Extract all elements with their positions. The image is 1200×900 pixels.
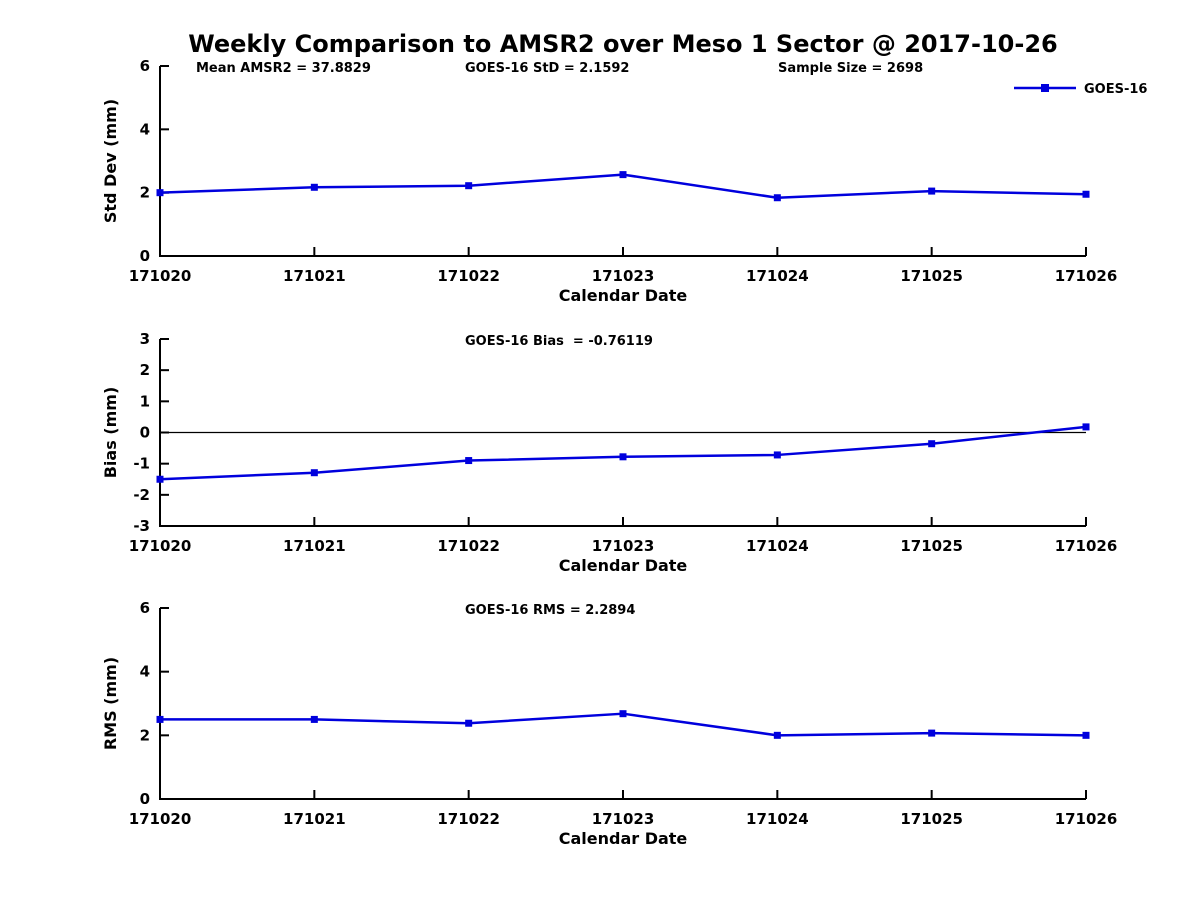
x-tick-label: 171023: [592, 537, 655, 555]
y-axis-title: Std Dev (mm): [101, 99, 120, 223]
x-axis-title: Calendar Date: [559, 556, 688, 575]
bias-annotation: GOES-16 Bias = -0.76119: [465, 334, 653, 349]
data-point-marker: [156, 189, 164, 197]
y-tick-label: 3: [140, 330, 150, 348]
y-tick-label: 0: [140, 790, 150, 808]
x-axis-title: Calendar Date: [559, 829, 688, 848]
y-tick-label: 2: [140, 184, 150, 202]
y-tick-label: 4: [140, 663, 150, 681]
data-point-marker: [465, 182, 473, 190]
data-point-marker: [928, 440, 936, 448]
y-tick-label: 6: [140, 57, 150, 75]
std-dev-annotation: Sample Size = 2698: [778, 61, 923, 76]
data-point-marker: [619, 171, 627, 179]
y-tick-label: 2: [140, 361, 150, 379]
x-tick-label: 171025: [900, 810, 963, 828]
x-tick-label: 171020: [129, 537, 192, 555]
x-tick-label: 171022: [437, 810, 500, 828]
data-point-marker: [156, 715, 164, 723]
y-axis-title: RMS (mm): [101, 657, 120, 750]
y-tick-label: -2: [133, 486, 150, 504]
rms-annotation: GOES-16 RMS = 2.2894: [465, 603, 635, 618]
x-axis-title: Calendar Date: [559, 286, 688, 305]
legend: GOES-16: [1014, 82, 1147, 97]
x-tick-label: 171026: [1055, 267, 1118, 285]
x-tick-label: 171024: [746, 537, 809, 555]
data-point-marker: [773, 731, 781, 739]
data-point-marker: [928, 187, 936, 195]
y-tick-label: 2: [140, 726, 150, 744]
y-axis-title: Bias (mm): [101, 387, 120, 479]
data-point-marker: [310, 715, 318, 723]
x-tick-label: 171025: [900, 267, 963, 285]
subplot-rms: 0 2 4 6 171020 171021 171022 171023 171024 171025…: [101, 599, 1117, 848]
x-tick-label: 171022: [437, 537, 500, 555]
goes16-line: [159, 425, 1087, 481]
data-point-marker: [773, 194, 781, 202]
data-point-marker: [156, 475, 164, 483]
data-point-marker: [928, 729, 936, 737]
y-tick-label: 6: [140, 599, 150, 617]
data-point-marker: [1082, 423, 1090, 431]
x-tick-label: 171025: [900, 537, 963, 555]
x-tick-label: 171024: [746, 267, 809, 285]
y-tick-label: 0: [140, 247, 150, 265]
data-point-marker: [773, 451, 781, 459]
y-tick-label: 0: [140, 424, 150, 442]
data-point-marker: [1082, 190, 1090, 198]
y-tick-label: 4: [140, 120, 150, 138]
x-tick-label: 171021: [283, 810, 346, 828]
x-tick-label: 171020: [129, 810, 192, 828]
data-point-marker: [619, 453, 627, 461]
data-point-marker: [465, 719, 473, 727]
figure-title: Weekly Comparison to AMSR2 over Meso 1 S…: [188, 30, 1058, 58]
x-tick-label: 171023: [592, 267, 655, 285]
subplot-std-dev: 0 2 4 6 171020 171021 171022 171023 171024 171025…: [101, 57, 1147, 305]
legend-marker-icon: [1041, 84, 1049, 92]
x-tick-label: 171023: [592, 810, 655, 828]
legend-label: GOES-16: [1084, 82, 1147, 97]
x-tick-label: 171022: [437, 267, 500, 285]
data-point-marker: [619, 710, 627, 718]
x-tick-label: 171024: [746, 810, 809, 828]
x-tick-label: 171021: [283, 537, 346, 555]
data-point-marker: [1082, 731, 1090, 739]
x-tick-label: 171020: [129, 267, 192, 285]
y-tick-label: -3: [133, 517, 150, 535]
std-dev-annotation: Mean AMSR2 = 37.8829: [196, 61, 371, 76]
y-tick-label: 1: [140, 392, 150, 410]
x-tick-label: 171026: [1055, 537, 1118, 555]
data-point-marker: [465, 457, 473, 465]
data-point-marker: [310, 183, 318, 191]
subplot-bias: 3 2 1 0 -1 -2 -3 171020 171021 171022 171023 171024…: [101, 330, 1117, 575]
data-point-marker: [310, 469, 318, 477]
std-dev-annotation: GOES-16 StD = 2.1592: [465, 61, 629, 76]
x-tick-label: 171026: [1055, 810, 1118, 828]
y-tick-label: -1: [133, 455, 150, 473]
x-tick-label: 171021: [283, 267, 346, 285]
